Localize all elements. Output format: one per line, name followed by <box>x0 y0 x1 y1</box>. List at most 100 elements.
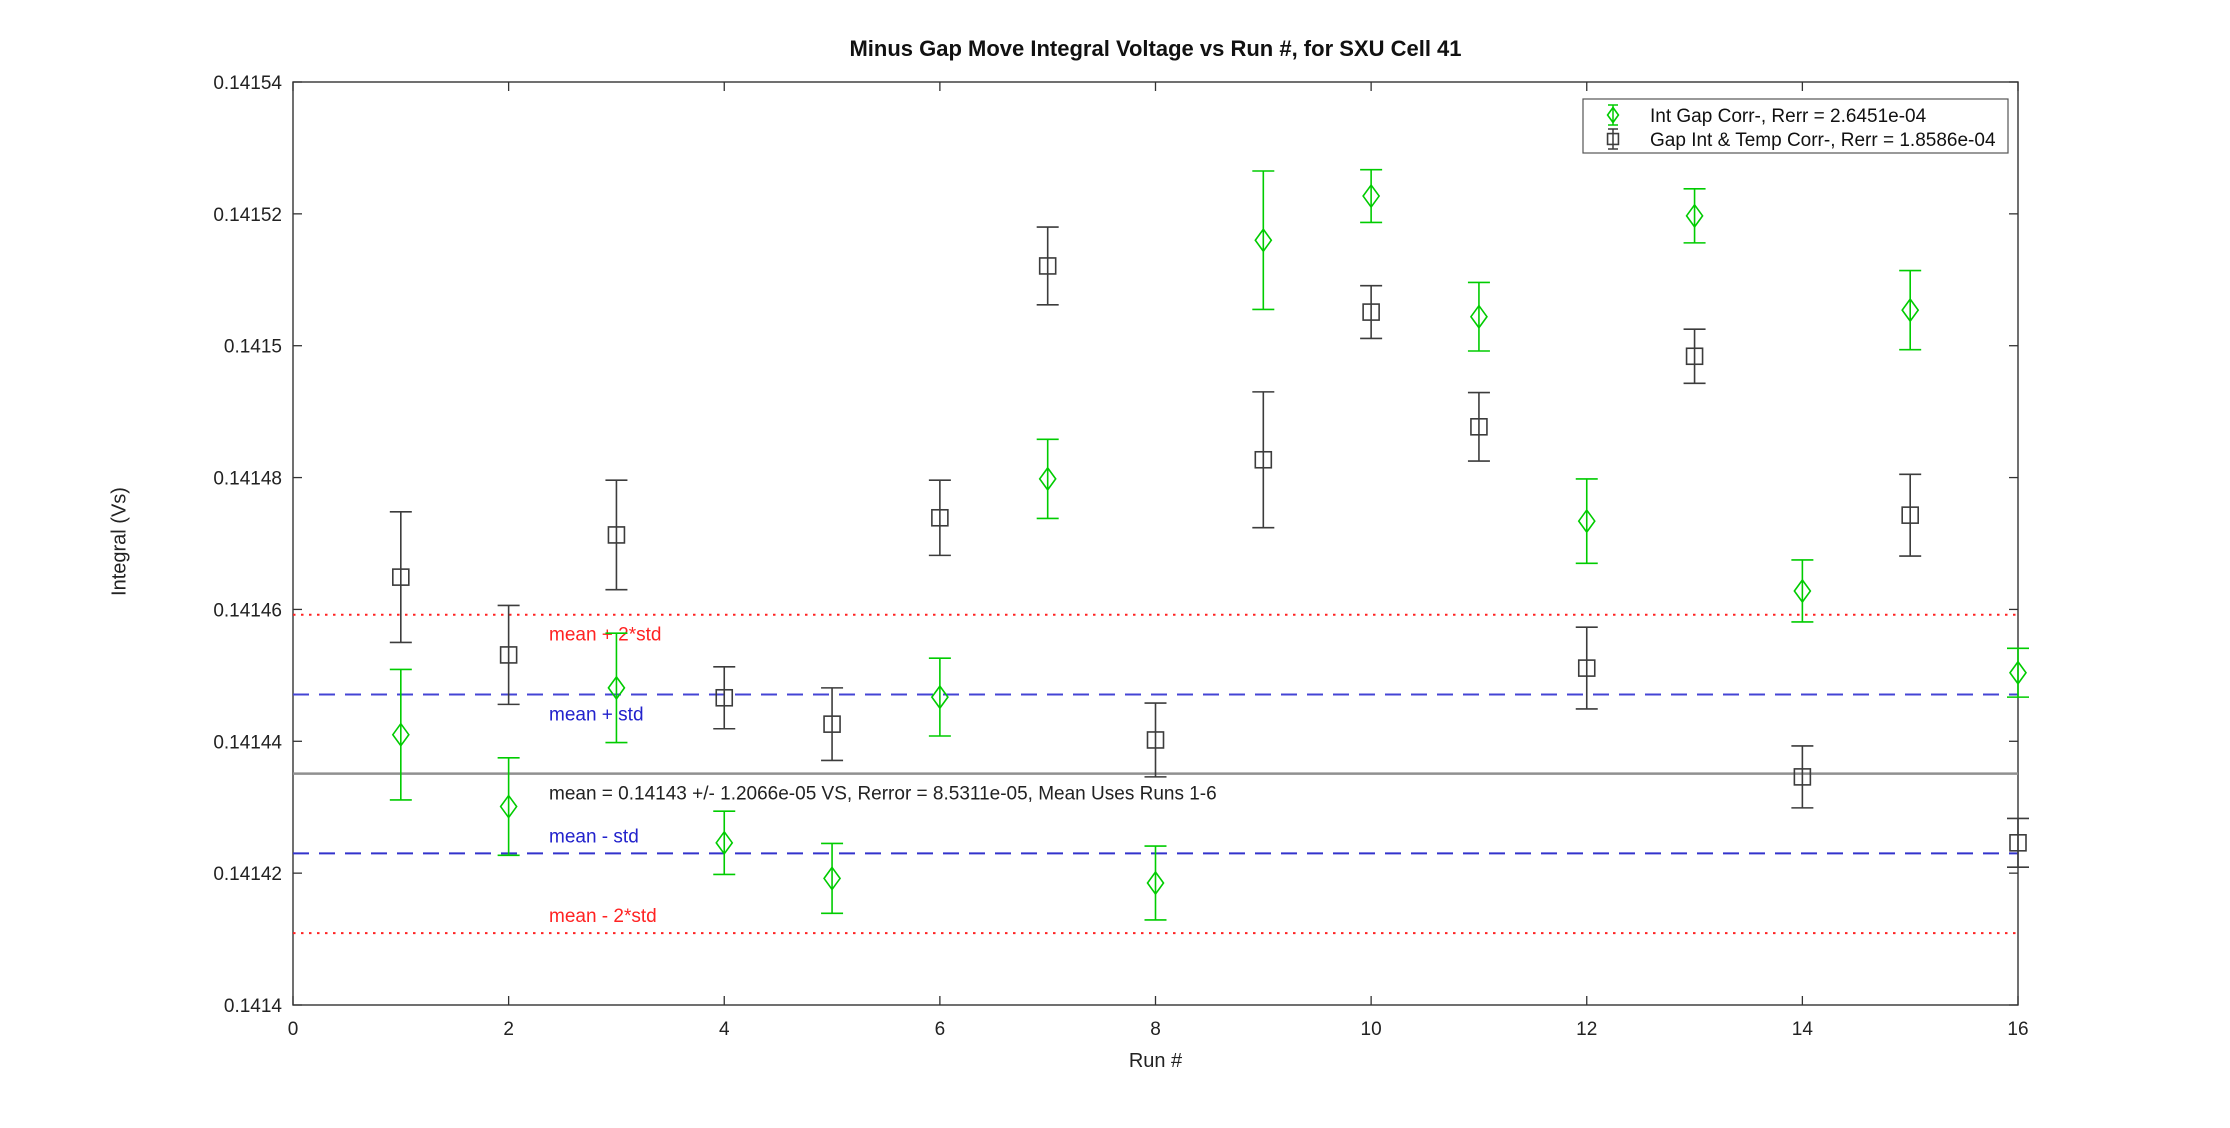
int-gap-corr-point-11 <box>1467 281 1490 352</box>
legend: Int Gap Corr-, Rerr = 2.6451e-04 Gap Int … <box>1582 98 2009 154</box>
int-gap-corr-point-15 <box>1899 269 1922 351</box>
gap-int-temp-corr-point-12 <box>1575 626 1598 710</box>
diamond-marker <box>1606 106 1620 124</box>
legend-label: Gap Int & Temp Corr-, Rerr = 1.8586e-04 <box>1650 130 1996 151</box>
reference-label-mean-plus-std: mean + std <box>549 704 644 725</box>
square-marker <box>1685 347 1704 366</box>
legend-label: Int Gap Corr-, Rerr = 2.6451e-04 <box>1650 106 1927 127</box>
gap-int-temp-corr-point-8 <box>1144 702 1167 778</box>
diamond-marker <box>2009 660 2027 686</box>
diamond-marker <box>1469 304 1488 330</box>
diamond-marker <box>1577 508 1596 534</box>
gap-int-temp-corr-point-14 <box>1791 745 1814 809</box>
gap-int-temp-corr-point-3 <box>605 479 628 591</box>
reference-label-mean: mean = 0.14143 +/- 1.2066e-05 VS, Rerror… <box>549 784 1217 805</box>
x-tick-label: 8 <box>1150 1019 1161 1040</box>
square-marker <box>1038 257 1057 275</box>
int-gap-corr-point-1 <box>389 668 412 801</box>
int-gap-corr-point-2 <box>497 756 520 857</box>
y-tick-label: 0.14146 <box>213 600 282 621</box>
int-gap-corr-point-12 <box>1575 478 1598 565</box>
gap-int-temp-corr-point-5 <box>821 687 844 762</box>
square-marker <box>1901 506 1919 524</box>
x-tick-label: 14 <box>1792 1019 1814 1040</box>
square-marker <box>1362 303 1380 321</box>
int-gap-corr-point-8 <box>1144 845 1167 921</box>
legend-box <box>1582 98 2009 154</box>
x-tick-label: 6 <box>935 1019 946 1040</box>
diamond-marker <box>1793 578 1812 604</box>
gap-int-temp-corr-point-7 <box>1036 226 1059 306</box>
diamond-marker <box>607 675 626 701</box>
square-marker <box>1793 768 1812 786</box>
x-tick-label: 16 <box>2007 1019 2028 1040</box>
x-tick-label: 0 <box>288 1019 299 1040</box>
series-int-gap-corr <box>389 168 2029 921</box>
gap-int-temp-corr-point-2 <box>497 604 520 706</box>
y-tick-label: 0.14144 <box>213 732 282 753</box>
int-gap-corr-point-5 <box>821 842 844 915</box>
square-marker <box>1606 132 1620 146</box>
x-axis-label: Run # <box>1128 1050 1183 1072</box>
diamond-marker <box>930 684 949 710</box>
gap-int-temp-corr-point-11 <box>1467 391 1490 462</box>
int-gap-corr-point-10 <box>1360 168 1383 224</box>
reference-label-mean-minus-2std: mean - 2*std <box>549 906 657 927</box>
square-marker <box>2009 834 2027 852</box>
square-marker <box>715 688 734 707</box>
int-gap-corr-point-9 <box>1252 170 1275 311</box>
gap-int-temp-corr-point-1 <box>389 511 412 644</box>
x-tick-label: 12 <box>1576 1019 1597 1040</box>
x-tick-label: 4 <box>719 1019 730 1040</box>
y-tick-label: 0.1415 <box>224 337 282 358</box>
diamond-marker <box>1901 297 1920 323</box>
square-marker <box>823 715 841 733</box>
gap-int-temp-corr-point-9 <box>1252 391 1275 529</box>
gap-int-temp-corr-point-10 <box>1360 284 1383 340</box>
diamond-marker <box>1685 203 1704 229</box>
reference-label-mean-plus-2std: mean + 2*std <box>549 625 662 646</box>
square-marker <box>1146 731 1165 749</box>
legend-entry-gap-int-temp-corr: Gap Int & Temp Corr-, Rerr = 1.8586e-04 <box>1606 128 1996 151</box>
gap-int-temp-corr-point-15 <box>1899 473 1922 557</box>
int-gap-corr-point-7 <box>1036 438 1059 520</box>
y-tick-label: 0.1414 <box>224 996 283 1017</box>
x-tick-label: 10 <box>1361 1019 1382 1040</box>
gap-int-temp-corr-point-16 <box>2007 817 2029 869</box>
diamond-marker <box>1146 870 1165 896</box>
int-gap-corr-point-4 <box>713 810 736 876</box>
diamond-marker <box>391 722 410 748</box>
x-tick-label: 2 <box>503 1019 514 1040</box>
diamond-marker <box>499 794 518 819</box>
int-gap-corr-point-14 <box>1791 559 1814 623</box>
diamond-marker <box>715 830 734 856</box>
int-gap-corr-point-13 <box>1683 188 1706 244</box>
int-gap-corr-point-3 <box>605 632 628 744</box>
square-marker <box>392 568 410 586</box>
square-marker <box>499 646 518 664</box>
gap-int-temp-corr-point-6 <box>928 479 951 557</box>
reference-label-mean-minus-std: mean - std <box>549 826 639 847</box>
square-marker <box>607 526 626 544</box>
y-tick-label: 0.14142 <box>213 864 282 885</box>
int-gap-corr-point-16 <box>2007 647 2029 698</box>
square-marker <box>1470 418 1488 436</box>
square-marker <box>931 508 949 527</box>
diamond-marker <box>1254 227 1273 253</box>
y-tick-label: 0.14154 <box>213 73 282 94</box>
square-marker <box>1577 659 1596 677</box>
series-gap-int-temp-corr <box>389 226 2029 869</box>
legend-entry-int-gap-corr: Int Gap Corr-, Rerr = 2.6451e-04 <box>1606 104 1927 127</box>
diamond-marker <box>823 866 842 891</box>
int-gap-corr-point-6 <box>928 657 951 737</box>
square-marker <box>1254 450 1273 469</box>
y-tick-label: 0.14148 <box>213 469 282 490</box>
y-tick-label: 0.14152 <box>213 205 282 226</box>
gap-int-temp-corr-point-4 <box>713 665 736 730</box>
chart-title: Minus Gap Move Integral Voltage vs Run #… <box>849 36 1462 61</box>
diamond-marker <box>1362 183 1381 209</box>
gap-int-temp-corr-point-13 <box>1683 328 1706 385</box>
diamond-marker <box>1038 466 1057 492</box>
